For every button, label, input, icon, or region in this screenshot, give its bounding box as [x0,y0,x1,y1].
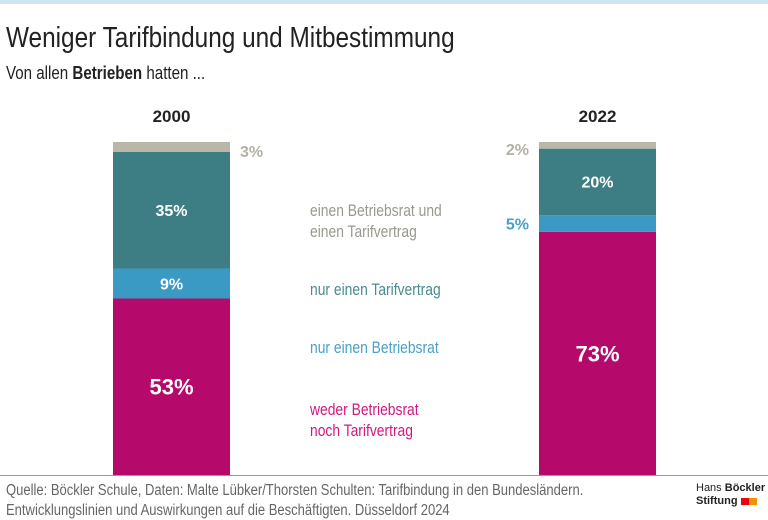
bar-segment [113,298,230,475]
legend-item-only-betriebsrat: nur einen Betriebsrat [310,338,463,359]
source-line-2: Entwicklungslinien und Auswirkungen auf … [6,502,534,520]
bar-segment [113,268,230,299]
logo-text-bold: Böckler [724,482,766,494]
top-accent-bar [0,0,768,4]
data-label: 73% [575,341,619,366]
legend-item-neither: weder Betriebsrat noch Tarifvertrag [310,400,439,442]
data-label: 53% [149,375,193,400]
data-label: 5% [506,216,529,233]
hans-boeckler-stiftung-logo: Hans Böckler Stiftung [696,482,765,508]
bar-segment [113,142,230,152]
subtitle-bold: Betrieben [72,63,143,83]
chart-title: Weniger Tarifbindung und Mitbestimmung [6,22,540,55]
logo-red-square [740,497,749,505]
bar-segment [113,151,230,269]
bar-segment [539,142,656,149]
category-label-2000: 2000 [153,107,191,126]
legend-label: weder Betriebsrat noch Tarifvertrag [310,400,419,442]
chart-subtitle: Von allen Betrieben hatten ... [6,63,243,84]
legend-label: einen Betriebsrat und einen Tarifvertrag [310,201,442,243]
legend-label: nur einen Betriebsrat [310,339,439,357]
logo-text: Hans [696,482,725,494]
subtitle-prefix: Von allen [6,63,73,83]
legend-line: einen Betriebsrat und [310,202,442,220]
bar-segment [539,231,656,475]
legend-item-both: einen Betriebsrat und einen Tarifvertrag [310,201,467,243]
bar-segment [539,148,656,216]
legend-item-only-tarif: nur einen Tarifvertrag [310,280,466,301]
subtitle-text: Von allen Betrieben hatten ... [6,63,205,84]
data-label: 9% [160,276,183,293]
data-label: 2% [506,142,529,159]
category-label-2022: 2022 [579,107,617,126]
legend-line: einen Tarifvertrag [310,223,417,241]
legend-label: nur einen Tarifvertrag [310,281,441,299]
subtitle-suffix: hatten ... [142,63,206,83]
data-label: 20% [581,175,613,192]
logo-text-bold: Stiftung [696,495,738,507]
legend-line: weder Betriebsrat [310,401,419,419]
logo-orange-square [748,497,757,505]
data-label: 35% [155,203,187,220]
source-line-1: Quelle: Böckler Schule, Daten: Malte Lüb… [6,482,693,500]
title-text: Weniger Tarifbindung und Mitbestimmung [6,22,455,54]
source-text: Entwicklungslinien und Auswirkungen auf … [6,502,450,519]
source-text: Quelle: Böckler Schule, Daten: Malte Lüb… [6,482,584,499]
data-label: 3% [240,144,263,161]
bar-segment [539,215,656,232]
legend-line: noch Tarifvertrag [310,422,413,440]
